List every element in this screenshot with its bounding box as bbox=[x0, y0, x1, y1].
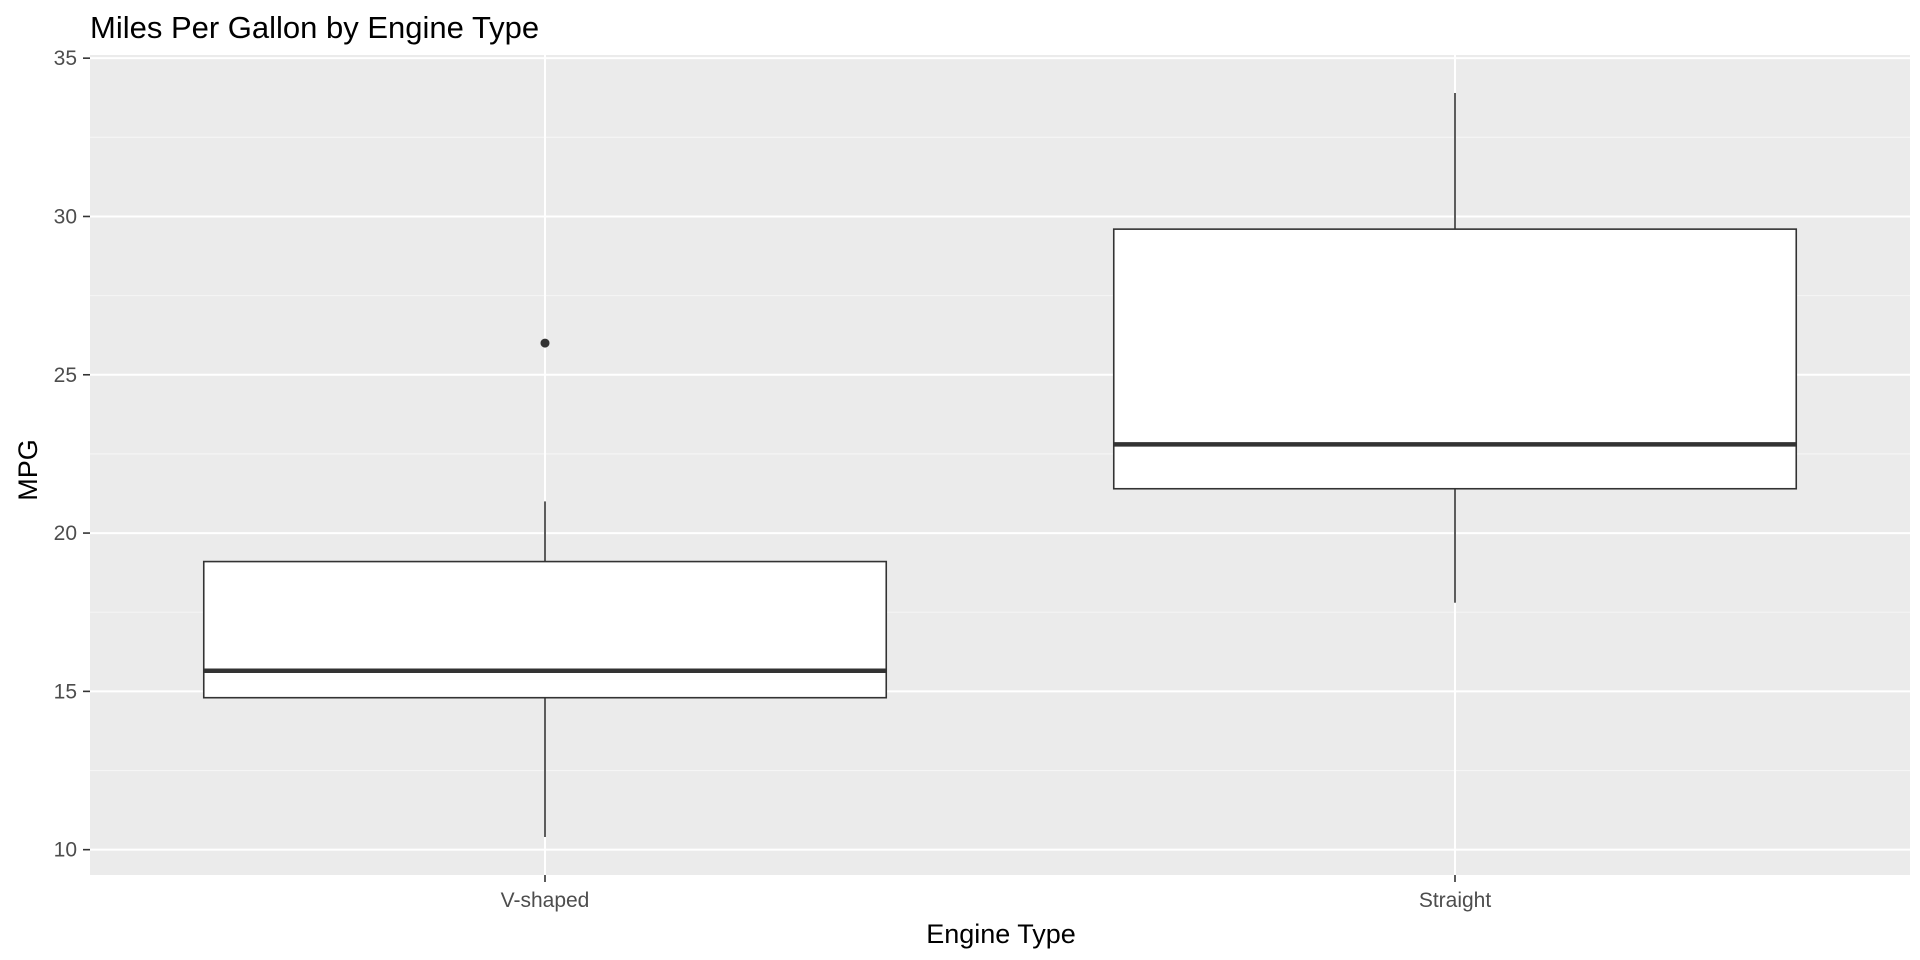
x-tick-label: V-shaped bbox=[501, 889, 590, 912]
y-axis-title: MPG bbox=[13, 439, 43, 501]
box-straight bbox=[1112, 92, 1798, 603]
box-series bbox=[202, 92, 1798, 838]
y-tick-label: 20 bbox=[54, 522, 77, 545]
chart-title: Miles Per Gallon by Engine Type bbox=[90, 10, 539, 45]
y-tick-label: 10 bbox=[54, 839, 77, 862]
x-tick-label: Straight bbox=[1419, 889, 1492, 912]
box-iqr bbox=[202, 560, 888, 699]
box-iqr bbox=[1112, 228, 1798, 490]
y-tick-label: 25 bbox=[54, 364, 77, 387]
y-tick-label: 30 bbox=[54, 205, 77, 228]
y-tick-label: 35 bbox=[54, 47, 77, 70]
y-axis: 10 15 20 25 30 35 bbox=[54, 47, 90, 862]
outlier-point bbox=[540, 338, 550, 348]
y-tick-label: 15 bbox=[54, 680, 77, 703]
box-v-shaped bbox=[202, 338, 888, 838]
x-axis: V-shaped Straight bbox=[501, 875, 1492, 912]
x-axis-title: Engine Type bbox=[926, 919, 1076, 949]
